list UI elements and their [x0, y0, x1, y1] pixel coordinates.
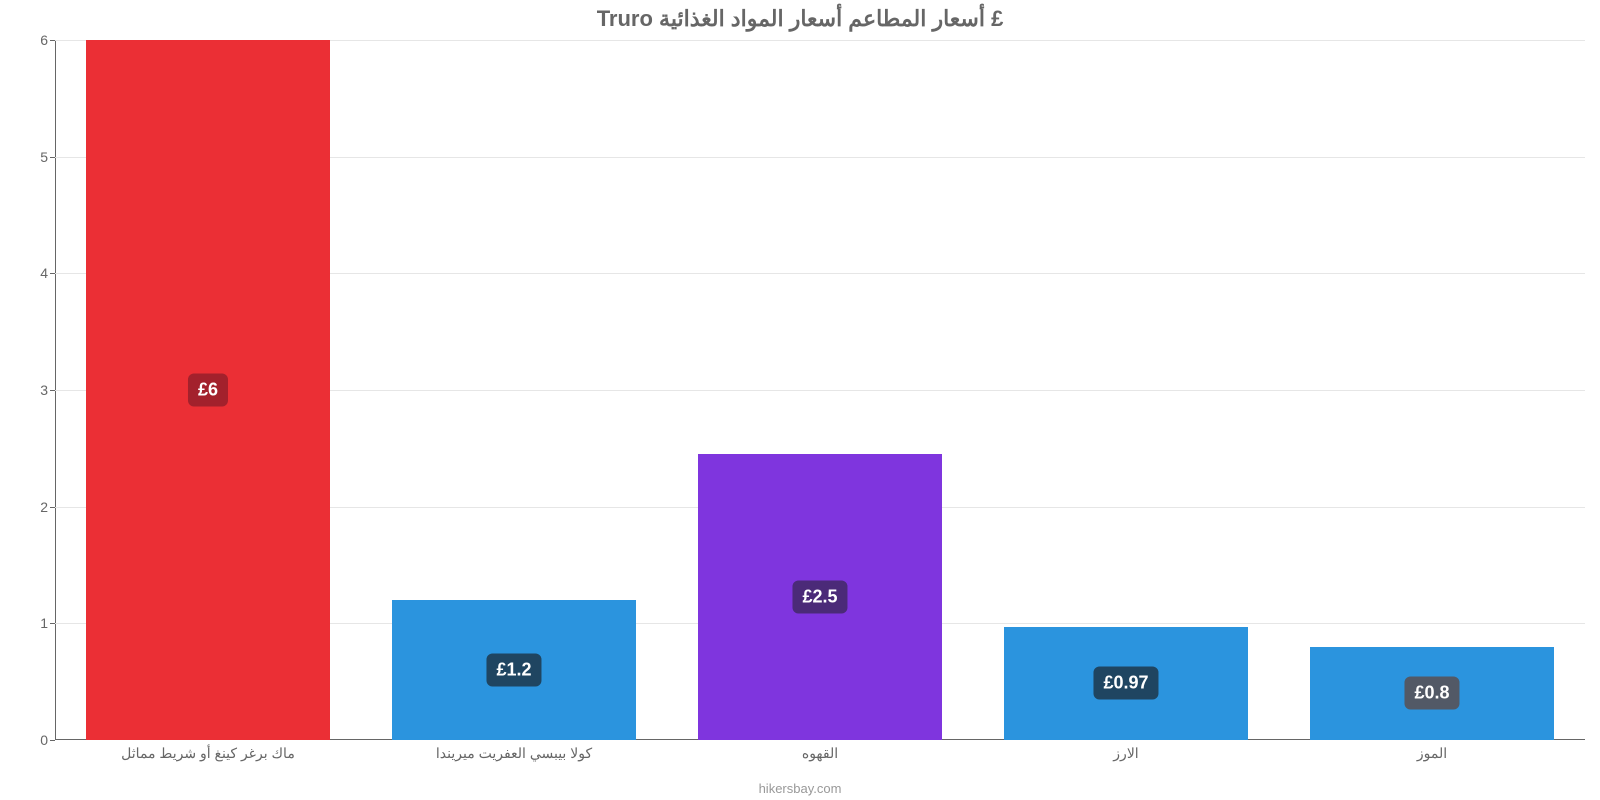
x-tick-label: القهوه [802, 745, 838, 762]
y-tick [50, 623, 55, 624]
x-tick-label: كولا بيبسي العفريت ميريندا [436, 745, 592, 762]
bar-value-label: £0.97 [1093, 667, 1158, 700]
y-tick [50, 740, 55, 741]
y-tick-label: 5 [8, 149, 48, 165]
plot-area: £6 £1.2 £2.5 £0.97 £0.8 [55, 40, 1585, 740]
x-tick-label: الموز [1417, 745, 1447, 762]
y-tick-label: 6 [8, 32, 48, 48]
bar-value-label: £6 [188, 374, 228, 407]
bar-value-label: £1.2 [486, 654, 541, 687]
y-tick [50, 40, 55, 41]
y-tick-label: 0 [8, 732, 48, 748]
y-tick [50, 273, 55, 274]
y-tick [50, 390, 55, 391]
x-tick-label: ماك برغر كينغ أو شريط مماثل [121, 745, 295, 762]
x-tick-label: الارز [1113, 745, 1138, 762]
y-tick-label: 3 [8, 382, 48, 398]
attribution: hikersbay.com [0, 781, 1600, 796]
y-tick-label: 4 [8, 265, 48, 281]
bar-value-label: £0.8 [1404, 677, 1459, 710]
bar-value-label: £2.5 [792, 581, 847, 614]
y-tick [50, 507, 55, 508]
y-tick-label: 2 [8, 499, 48, 515]
y-tick-label: 1 [8, 615, 48, 631]
chart-title: £ أسعار المطاعم أسعار المواد الغذائية Tr… [0, 6, 1600, 32]
y-tick [50, 157, 55, 158]
